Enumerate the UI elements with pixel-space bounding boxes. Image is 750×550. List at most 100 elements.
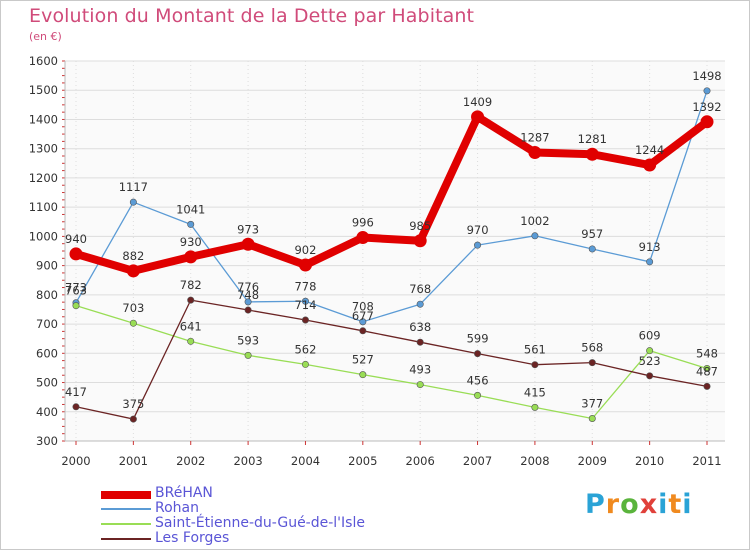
series-line-brehan xyxy=(72,112,711,275)
data-point-les-forges-2010 xyxy=(646,372,654,380)
data-label-rohan-2011: 1498 xyxy=(692,69,721,83)
data-point-brehan-2006 xyxy=(413,234,427,248)
data-label-saint-etienne-du-gue-de-l-isle-2003: 593 xyxy=(237,333,259,347)
data-point-rohan-2004 xyxy=(301,297,309,305)
data-label-rohan-2001: 1117 xyxy=(119,180,148,194)
data-point-saint-etienne-du-gue-de-l-isle-2010 xyxy=(646,347,654,355)
data-point-rohan-2002 xyxy=(187,220,195,228)
data-point-rohan-2005 xyxy=(359,318,367,326)
series-line-les-forges xyxy=(75,299,708,420)
data-label-brehan-2008: 1287 xyxy=(520,130,549,144)
x-tick-label-2005: 2005 xyxy=(348,454,377,468)
data-label-brehan-2005: 996 xyxy=(352,216,374,230)
data-label-saint-etienne-du-gue-de-l-isle-2007: 456 xyxy=(467,373,489,387)
data-point-brehan-2009 xyxy=(585,147,599,161)
data-label-rohan-2010: 913 xyxy=(639,240,661,254)
legend-label-les-forges: Les Forges xyxy=(155,530,230,546)
data-point-rohan-2009 xyxy=(588,245,596,253)
legend-label-rohan: Rohan xyxy=(155,500,199,516)
chart-title: Evolution du Montant de la Dette par Hab… xyxy=(29,5,475,27)
x-tick-label-2003: 2003 xyxy=(233,454,262,468)
y-tick-label-1600: 1600 xyxy=(29,54,58,68)
data-point-les-forges-2003 xyxy=(244,306,252,314)
legend-label-saint-etienne: Saint-Étienne-du-Gué-de-l'Isle xyxy=(155,515,365,531)
data-point-rohan-2007 xyxy=(474,241,482,249)
data-label-les-forges-2009: 568 xyxy=(581,341,603,355)
data-point-saint-etienne-du-gue-de-l-isle-2007 xyxy=(474,391,482,399)
data-label-les-forges-2011: 487 xyxy=(696,364,718,378)
data-label-saint-etienne-du-gue-de-l-isle-2000: 763 xyxy=(65,284,87,298)
data-point-saint-etienne-du-gue-de-l-isle-2002 xyxy=(187,337,195,345)
data-label-brehan-2000: 940 xyxy=(65,232,87,246)
x-tick-label-2010: 2010 xyxy=(635,454,664,468)
data-point-saint-etienne-du-gue-de-l-isle-2000 xyxy=(72,302,80,310)
y-tick-label-500: 500 xyxy=(36,376,58,390)
data-label-brehan-2004: 902 xyxy=(294,243,316,257)
data-point-les-forges-2009 xyxy=(588,359,596,367)
y-tick-label-1300: 1300 xyxy=(29,142,58,156)
data-point-les-forges-2011 xyxy=(703,382,711,390)
y-tick-label-700: 700 xyxy=(36,317,58,331)
data-point-rohan-2003 xyxy=(244,298,252,306)
data-label-rohan-2009: 957 xyxy=(581,227,603,241)
data-point-brehan-2011 xyxy=(700,115,714,129)
y-tick-label-1100: 1100 xyxy=(29,200,58,214)
data-point-brehan-2005 xyxy=(356,231,370,245)
data-label-les-forges-2008: 561 xyxy=(524,343,546,357)
y-tick-label-1500: 1500 xyxy=(29,83,58,97)
data-label-les-forges-2006: 638 xyxy=(409,320,431,334)
legend-swatch-saint-etienne xyxy=(101,523,151,525)
data-label-les-forges-2005: 677 xyxy=(352,309,374,323)
data-label-saint-etienne-du-gue-de-l-isle-2011: 548 xyxy=(696,347,718,361)
data-point-saint-etienne-du-gue-de-l-isle-2005 xyxy=(359,371,367,379)
series-line-saint-etienne-du-gue-de-l-isle xyxy=(75,305,708,420)
legend-swatch-brehan xyxy=(101,491,151,499)
x-tick-label-2011: 2011 xyxy=(692,454,721,468)
data-label-rohan-2007: 970 xyxy=(467,223,489,237)
data-point-saint-etienne-du-gue-de-l-isle-2011 xyxy=(703,365,711,373)
data-point-brehan-2002 xyxy=(184,250,198,264)
data-label-rohan-2006: 768 xyxy=(409,282,431,296)
data-label-brehan-2002: 930 xyxy=(180,235,202,249)
y-tick-label-400: 400 xyxy=(36,405,58,419)
data-label-les-forges-2003: 748 xyxy=(237,288,259,302)
data-label-saint-etienne-du-gue-de-l-isle-2009: 377 xyxy=(581,396,603,410)
y-tick-label-800: 800 xyxy=(36,288,58,302)
data-point-les-forges-2005 xyxy=(359,327,367,335)
plot-area xyxy=(65,61,725,441)
y-tick-label-300: 300 xyxy=(36,434,58,448)
data-label-saint-etienne-du-gue-de-l-isle-2005: 527 xyxy=(352,353,374,367)
data-point-rohan-2008 xyxy=(531,232,539,240)
y-tick-label-1400: 1400 xyxy=(29,112,58,126)
data-label-brehan-2011: 1392 xyxy=(692,100,721,114)
series-line-rohan xyxy=(75,90,708,323)
data-label-brehan-2001: 882 xyxy=(122,249,144,263)
legend-label-brehan: BRéHAN xyxy=(155,485,213,501)
data-label-saint-etienne-du-gue-de-l-isle-2004: 562 xyxy=(294,342,316,356)
data-point-les-forges-2004 xyxy=(301,316,309,324)
data-point-brehan-2010 xyxy=(643,158,657,172)
data-point-saint-etienne-du-gue-de-l-isle-2009 xyxy=(588,414,596,422)
data-label-saint-etienne-du-gue-de-l-isle-2010: 609 xyxy=(639,329,661,343)
data-label-les-forges-2001: 375 xyxy=(122,397,144,411)
legend-swatch-les-forges xyxy=(101,538,151,540)
y-tick-label-1200: 1200 xyxy=(29,171,58,185)
proxiti-logo: Proxiti xyxy=(585,489,693,520)
data-label-brehan-2007: 1409 xyxy=(463,95,492,109)
data-point-les-forges-2001 xyxy=(129,415,137,423)
data-label-rohan-2008: 1002 xyxy=(520,214,549,228)
chart-unit: (en €) xyxy=(29,30,62,43)
data-point-les-forges-2000 xyxy=(72,403,80,411)
data-label-saint-etienne-du-gue-de-l-isle-2006: 493 xyxy=(409,363,431,377)
data-point-saint-etienne-du-gue-de-l-isle-2001 xyxy=(129,319,137,327)
legend-swatch-rohan xyxy=(101,508,151,510)
data-point-brehan-2000 xyxy=(69,247,83,261)
y-tick-label-600: 600 xyxy=(36,346,58,360)
data-point-rohan-2011 xyxy=(703,87,711,95)
x-tick-label-2001: 2001 xyxy=(119,454,148,468)
x-tick-label-2000: 2000 xyxy=(61,454,90,468)
data-point-rohan-2001 xyxy=(129,198,137,206)
data-label-rohan-2003: 776 xyxy=(237,280,259,294)
